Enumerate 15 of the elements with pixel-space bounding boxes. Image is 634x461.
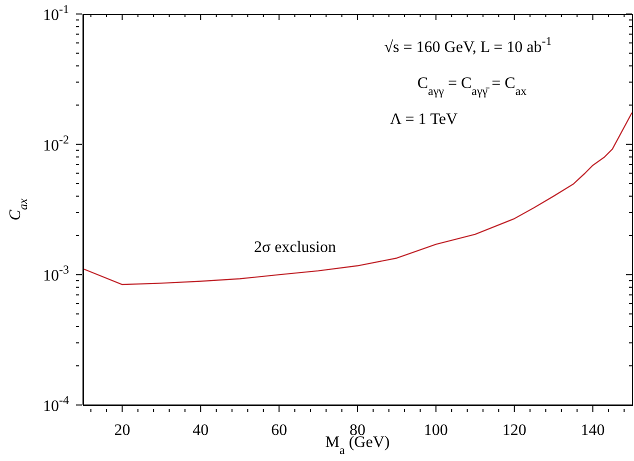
- y-tick-label: 10$^{-4}$: [43, 393, 69, 415]
- y-tick-label: 10$^{-2}$: [43, 132, 69, 154]
- annotation: √s = 160 GeV, L = 10 ab$^{-1}$: [384, 34, 552, 56]
- y-tick-label: 10$^{-3}$: [43, 262, 69, 285]
- x-tick-label: 60: [271, 422, 288, 439]
- x-tick-label: 40: [192, 422, 209, 439]
- annotation: Λ = 1 TeV: [390, 111, 458, 128]
- y-tick-label: 10$^{-1}$: [43, 2, 69, 24]
- x-tick-label: 120: [502, 422, 526, 439]
- line-series: [83, 112, 632, 286]
- annotation: 2σ exclusion: [254, 239, 336, 256]
- x-tick-label: 100: [424, 422, 448, 439]
- x-tick-label: 20: [114, 422, 130, 439]
- annotation: C$_{aγγ}$ = C$_{aγγ̄}$ = C$_{ax}$: [417, 75, 527, 98]
- x-tick-label: 140: [580, 422, 605, 439]
